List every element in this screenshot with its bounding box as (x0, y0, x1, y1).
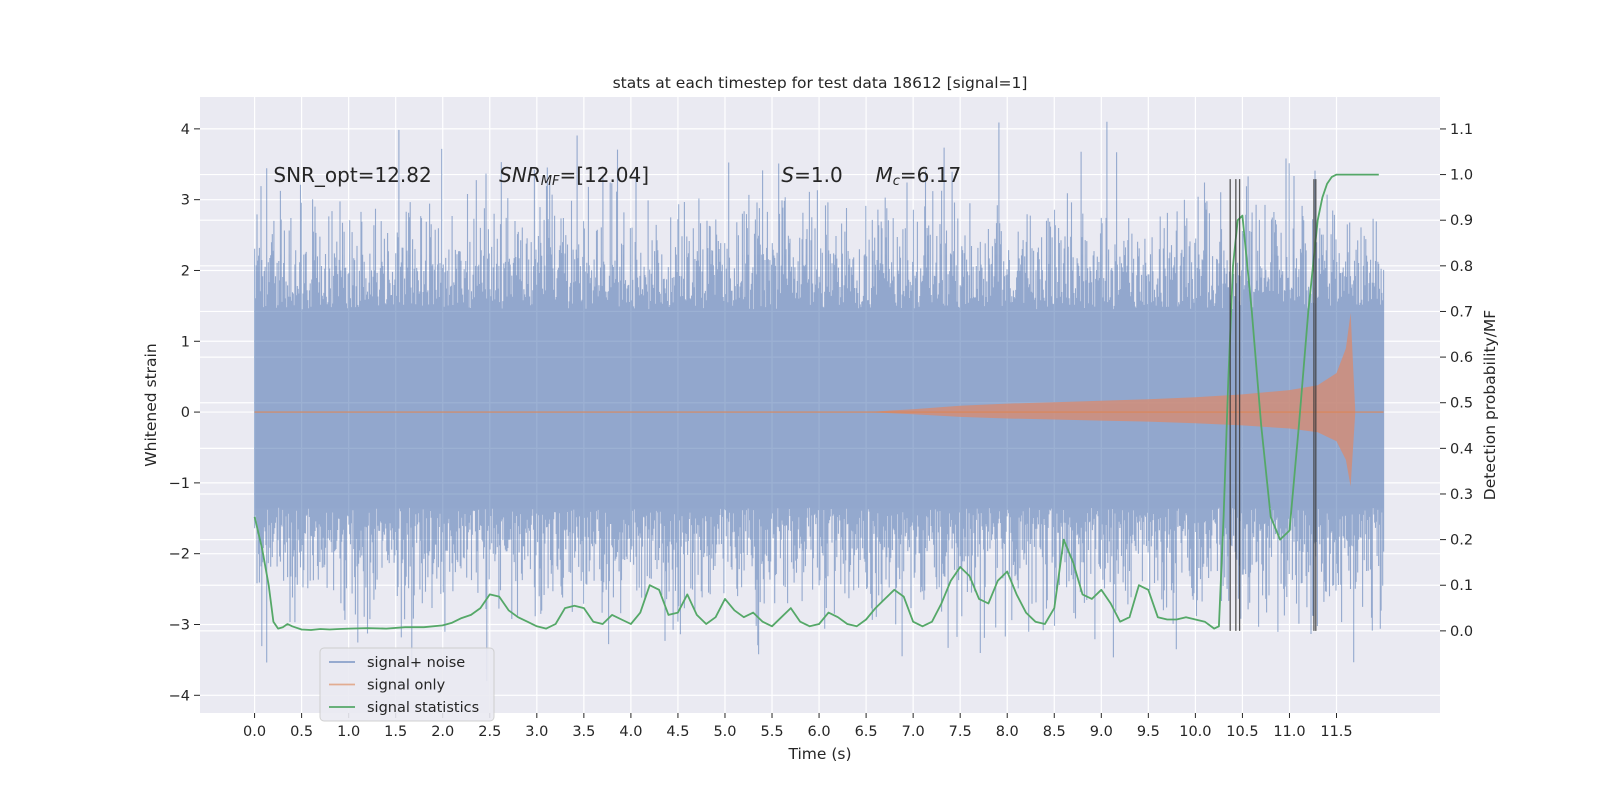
x-tick-label: 2.0 (431, 724, 454, 740)
y-right-tick-label: 0.0 (1450, 624, 1473, 640)
y-right-tick-label: 0.8 (1450, 259, 1473, 275)
y-left-tick-label: −4 (169, 688, 190, 704)
x-tick-label: 4.5 (666, 724, 689, 740)
y-left-tick-label: −1 (169, 476, 190, 492)
y-right-tick-label: 0.3 (1450, 487, 1473, 503)
y-right-tick-label: 0.4 (1450, 441, 1473, 457)
x-tick-label: 4.0 (619, 724, 642, 740)
stat-annotation: Mc=6.17 (876, 163, 962, 189)
x-tick-label: 10.0 (1179, 724, 1211, 740)
x-tick-label: 9.0 (1090, 724, 1113, 740)
x-tick-label: 3.5 (572, 724, 595, 740)
y-axis-right-label: Detection probability/MF (1481, 310, 1499, 501)
x-tick-label: 6.5 (855, 724, 878, 740)
series-layer (253, 121, 1385, 682)
x-tick-label: 8.0 (996, 724, 1019, 740)
y-right-tick-label: 1.1 (1450, 122, 1473, 138)
x-tick-label: 2.5 (478, 724, 501, 740)
y-right-tick-label: 0.6 (1450, 350, 1473, 366)
x-tick-label: 8.5 (1043, 724, 1066, 740)
y-left-tick-label: 2 (181, 263, 190, 279)
vertical-markers (1229, 179, 1317, 631)
legend-label: signal+ noise (367, 655, 465, 671)
x-tick-label: 1.0 (337, 724, 360, 740)
x-tick-label: 5.5 (760, 724, 783, 740)
series-signal-only (254, 313, 1384, 487)
y-right-tick-label: 0.7 (1450, 304, 1473, 320)
chart-title: stats at each timestep for test data 186… (613, 74, 1028, 92)
stat-annotation: SNR_opt=12.82 (273, 163, 431, 187)
x-tick-label: 11.0 (1273, 724, 1305, 740)
stat-annotation: S=1.0 (781, 163, 842, 187)
y-right-tick-label: 0.1 (1450, 578, 1473, 594)
y-left-tick-label: 0 (181, 405, 190, 421)
y-axis-left-label: Whitened strain (142, 343, 160, 466)
y-right-tick-label: 0.5 (1450, 396, 1473, 412)
x-tick-label: 5.0 (713, 724, 736, 740)
axes: 0.0 0.5 1.0 1.5 2.0 2.5 3.0 3.5 4.0 4.5 5.0 5.5 6.0 6… (169, 122, 1473, 740)
x-axis-label: Time (s) (787, 745, 851, 763)
y-left-tick-label: −2 (169, 547, 190, 563)
x-tick-label: 1.5 (384, 724, 407, 740)
y-right-tick-label: 0.2 (1450, 533, 1473, 549)
x-tick-label: 6.0 (808, 724, 831, 740)
annotations: SNR_opt=12.82 SNRMF=[12.04] S=1.0 Mc=6.17 (273, 163, 961, 189)
y-left-tick-label: 3 (181, 193, 190, 209)
x-tick-label: 9.5 (1137, 724, 1160, 740)
x-tick-label: 7.0 (902, 724, 925, 740)
legend-box (319, 647, 495, 722)
x-tick-label: 3.0 (525, 724, 548, 740)
x-tick-label: 10.5 (1226, 724, 1258, 740)
y-right-tick-label: 0.9 (1450, 213, 1473, 229)
y-left-tick-label: 1 (181, 334, 190, 350)
x-tick-label: 11.5 (1320, 724, 1352, 740)
y-left-tick-label: 4 (181, 122, 190, 138)
y-right-tick-label: 1.0 (1450, 168, 1473, 184)
stat-annotation: SNRMF=[12.04] (499, 163, 649, 189)
legend-label: signal only (367, 678, 446, 694)
x-tick-label: 7.5 (949, 724, 972, 740)
legend: signal+ noise signal only signal statistic… (319, 647, 495, 722)
legend-label: signal statistics (367, 700, 479, 716)
x-tick-label: 0.5 (290, 724, 313, 740)
y-left-tick-label: −3 (169, 617, 190, 633)
x-tick-label: 0.0 (243, 724, 266, 740)
series-signal-statistics (253, 173, 1379, 631)
